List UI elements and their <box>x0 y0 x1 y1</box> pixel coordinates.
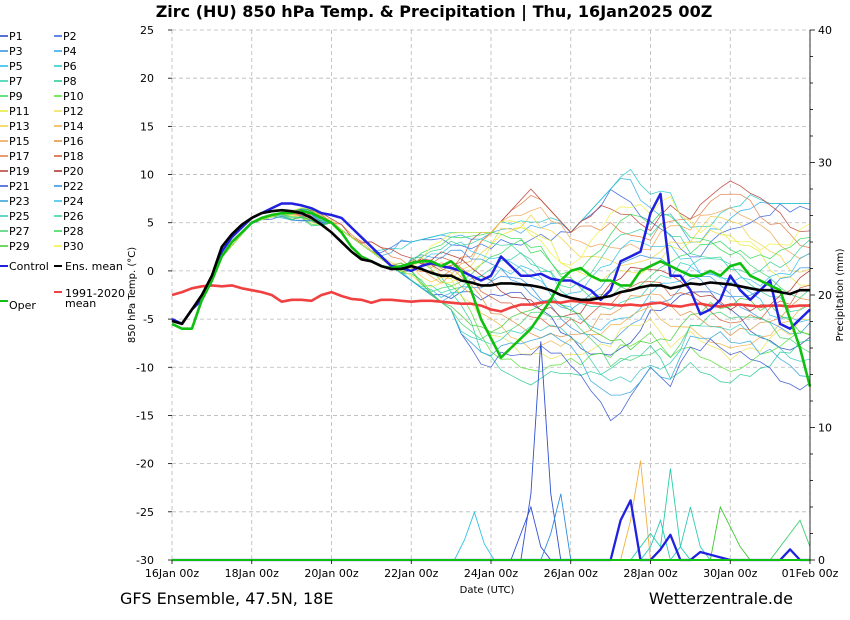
legend-label-p8: P8 <box>63 75 77 88</box>
y-tick-label: -20 <box>136 458 154 471</box>
member-line-p25 <box>171 214 811 383</box>
series-line-control <box>171 192 811 330</box>
y-tick-label: -15 <box>136 409 154 422</box>
x-axis-label: Date (UTC) <box>460 585 515 596</box>
legend-label-climate-mean: 1991-2020 <box>65 287 125 300</box>
legend-label-p24: P24 <box>63 195 84 208</box>
legend-label-p30: P30 <box>63 240 84 253</box>
legend-label-p25: P25 <box>9 210 30 223</box>
footer-site: Wetterzentrale.de <box>649 589 793 608</box>
y2-axis-label: Precipitation (mm) <box>835 248 846 341</box>
legend-label-p16: P16 <box>63 135 84 148</box>
legend-label-p19: P19 <box>9 165 30 178</box>
legend-label-p12: P12 <box>63 105 84 118</box>
y-tick-label: -30 <box>136 554 154 567</box>
y-tick-label: -25 <box>136 506 154 519</box>
y2-tick-label: 30 <box>818 157 832 170</box>
y-tick-label: 25 <box>140 24 154 37</box>
footer-source: GFS Ensemble, 47.5N, 18E <box>120 589 333 608</box>
legend-label-p2: P2 <box>63 30 77 43</box>
x-tick-label: 22Jan 00z <box>384 567 438 580</box>
legend-label-control: Control <box>9 260 49 273</box>
legend-label-p23: P23 <box>9 195 30 208</box>
legend-label-p26: P26 <box>63 210 84 223</box>
legend-label-p5: P5 <box>9 60 23 73</box>
legend-label-climate-mean-2: mean <box>65 297 96 310</box>
y-tick-label: 10 <box>140 169 154 182</box>
legend-label-p13: P13 <box>9 120 30 133</box>
x-tick-label: 16Jan 00z <box>145 567 199 580</box>
x-tick-label: 28Jan 00z <box>623 567 677 580</box>
series-line-1991-2020-mean <box>171 284 810 313</box>
legend-label-ens-mean: Ens. mean <box>65 260 123 273</box>
legend-label-p28: P28 <box>63 225 84 238</box>
legend-label-p22: P22 <box>63 180 84 193</box>
legend-label-p1: P1 <box>9 30 23 43</box>
x-tick-label: 24Jan 00z <box>464 567 518 580</box>
legend-label-p11: P11 <box>9 105 30 118</box>
y-tick-label: 0 <box>147 265 154 278</box>
y-tick-label: 15 <box>140 120 154 133</box>
y2-tick-label: 0 <box>818 554 825 567</box>
member-line-p23 <box>171 216 811 396</box>
legend-label-p3: P3 <box>9 45 23 58</box>
y-tick-label: 20 <box>140 72 154 85</box>
legend-label-p10: P10 <box>63 90 84 103</box>
legend-label-p27: P27 <box>9 225 30 238</box>
legend-label-p14: P14 <box>63 120 84 133</box>
legend-label-p18: P18 <box>63 150 84 163</box>
x-tick-label: 30Jan 00z <box>703 567 757 580</box>
chart-title: Zirc (HU) 850 hPa Temp. & Precipitation … <box>156 2 713 22</box>
y-tick-label: -5 <box>143 313 154 326</box>
x-tick-label: 18Jan 00z <box>225 567 279 580</box>
legend-label-p6: P6 <box>63 60 77 73</box>
legend-label-p7: P7 <box>9 75 23 88</box>
y-tick-label: 5 <box>147 217 154 230</box>
legend-label-p9: P9 <box>9 90 23 103</box>
legend-label-p21: P21 <box>9 180 30 193</box>
y2-tick-label: 20 <box>818 289 832 302</box>
y2-tick-label: 10 <box>818 422 832 435</box>
x-tick-label: 01Feb 00z <box>782 567 839 580</box>
legend: P1 P2 P3 P4 P5 P6 P7 P8 P9 P10 P11 P12 P13 P14 P15 P16 P… <box>0 30 125 312</box>
legend-label-p20: P20 <box>63 165 84 178</box>
y-axis-label: 850 hPa Temp. (°C) <box>127 247 138 343</box>
legend-label-p4: P4 <box>63 45 77 58</box>
legend-label-oper: Oper <box>9 299 36 312</box>
y2-tick-label: 40 <box>818 24 832 37</box>
x-tick-label: 20Jan 00z <box>304 567 358 580</box>
legend-label-p17: P17 <box>9 150 30 163</box>
series-line-ens-mean <box>171 208 810 326</box>
x-tick-label: 26Jan 00z <box>544 567 598 580</box>
legend-label-p15: P15 <box>9 135 30 148</box>
y-tick-label: -10 <box>136 361 154 374</box>
series-line-oper <box>171 209 812 387</box>
legend-label-p29: P29 <box>9 240 30 253</box>
main-series <box>171 192 812 562</box>
